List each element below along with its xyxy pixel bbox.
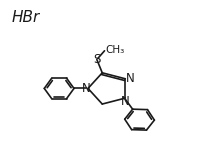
Text: N: N	[121, 95, 130, 108]
Text: N: N	[82, 82, 91, 95]
Text: S: S	[93, 53, 101, 66]
Text: HBr: HBr	[12, 10, 40, 25]
Text: N: N	[126, 72, 134, 85]
Text: CH₃: CH₃	[106, 45, 125, 55]
